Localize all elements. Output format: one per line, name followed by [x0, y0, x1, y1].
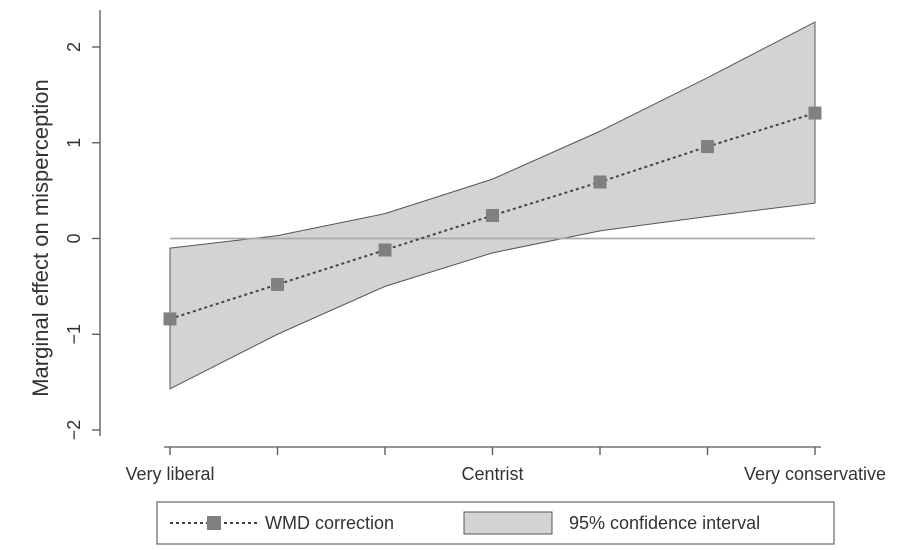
y-tick-label: −2 — [64, 420, 84, 441]
x-tick-label: Centrist — [461, 464, 523, 484]
legend-marker-swatch — [207, 516, 221, 530]
y-axis-title: Marginal effect on misperception — [28, 79, 53, 397]
data-point-marker — [378, 243, 392, 257]
legend-label-confidence-interval: 95% confidence interval — [569, 513, 760, 533]
data-point-marker — [486, 209, 499, 223]
y-tick-label: 2 — [64, 42, 84, 52]
legend: WMD correction 95% confidence interval — [156, 501, 835, 545]
series-markers — [163, 106, 822, 326]
data-point-marker — [271, 277, 284, 291]
data-point-marker — [163, 312, 177, 326]
x-ticks: Very liberal Centrist Very conservative — [125, 447, 886, 484]
x-tick-label: Very liberal — [125, 464, 214, 484]
y-tick-label: 1 — [64, 138, 84, 148]
legend-band-swatch — [463, 511, 553, 535]
y-tick-label: 0 — [64, 233, 84, 243]
y-ticks: −2 −1 0 1 2 — [64, 42, 100, 440]
confidence-band — [169, 21, 816, 390]
data-point-marker — [808, 106, 822, 120]
x-tick-label: Very conservative — [744, 464, 886, 484]
legend-label-wmd-correction: WMD correction — [265, 513, 394, 533]
data-point-marker — [593, 175, 607, 189]
data-point-marker — [701, 140, 714, 154]
y-tick-label: −1 — [64, 324, 84, 345]
